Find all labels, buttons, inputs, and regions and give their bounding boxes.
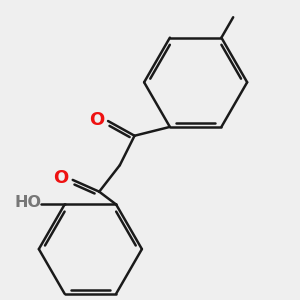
Text: O: O [88, 110, 104, 128]
Text: HO: HO [14, 196, 41, 211]
Text: O: O [53, 169, 69, 188]
